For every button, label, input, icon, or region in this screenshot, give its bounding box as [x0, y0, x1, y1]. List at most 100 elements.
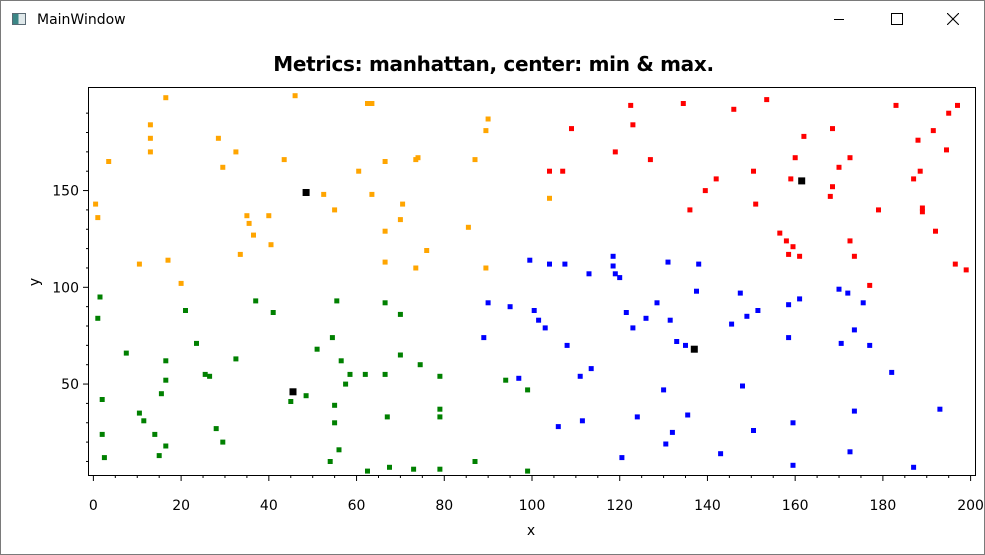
data-point [797, 253, 803, 259]
data-point [531, 308, 537, 313]
data-point [937, 406, 943, 412]
data-point [99, 431, 105, 437]
data-point [542, 325, 548, 331]
close-button[interactable] [930, 1, 976, 37]
data-point [630, 325, 636, 331]
maximize-icon [891, 13, 903, 25]
data-point [136, 261, 142, 267]
data-point [933, 228, 938, 234]
data-point [867, 342, 873, 348]
data-point [786, 251, 792, 257]
data-point [314, 346, 320, 352]
app-icon [12, 13, 26, 25]
data-point [547, 168, 552, 174]
x-tick-label: 60 [348, 498, 366, 514]
data-point [400, 201, 406, 207]
data-point [327, 459, 333, 464]
data-point [253, 298, 259, 304]
data-point [663, 441, 669, 447]
data-point [713, 176, 719, 182]
data-point [944, 147, 949, 153]
data-point [851, 253, 857, 259]
data-point [790, 462, 796, 468]
data-point [683, 342, 688, 348]
center-point [302, 189, 310, 196]
data-point [525, 387, 531, 393]
data-point [99, 397, 105, 402]
data-point [623, 310, 629, 315]
x-tick-label: 0 [89, 498, 98, 514]
data-point [790, 244, 796, 250]
x-tick-label: 180 [870, 498, 897, 514]
data-point [740, 383, 745, 389]
data-point [365, 468, 370, 474]
data-point [233, 356, 239, 362]
data-point [617, 275, 623, 281]
data-point [163, 358, 169, 364]
data-point [860, 300, 866, 306]
data-point [801, 133, 807, 139]
data-point [838, 340, 844, 346]
data-point [437, 466, 443, 472]
window-title: MainWindow [37, 12, 126, 28]
minimize-button[interactable] [816, 1, 862, 37]
y-tick-label: 50 [61, 377, 79, 393]
data-point [764, 97, 770, 103]
y-axis-label: y [27, 278, 43, 286]
x-tick-label: 120 [606, 498, 633, 514]
data-point [233, 149, 239, 155]
data-point [437, 373, 443, 379]
data-point [329, 335, 335, 341]
maximize-button[interactable] [874, 1, 920, 37]
data-point [516, 375, 522, 381]
data-point [332, 207, 338, 213]
data-point [397, 311, 403, 317]
data-point [220, 164, 226, 170]
data-point [483, 265, 489, 271]
data-point [619, 455, 625, 461]
data-point [751, 168, 756, 174]
data-point [851, 327, 857, 333]
data-point [382, 300, 388, 306]
data-point [215, 135, 221, 141]
data-point [123, 350, 129, 356]
data-point [536, 317, 542, 323]
data-point [737, 290, 743, 296]
x-tick-label: 160 [782, 498, 809, 514]
data-point [930, 128, 936, 134]
data-point [911, 464, 917, 470]
data-point [696, 261, 702, 267]
data-point [628, 102, 634, 108]
data-point [244, 213, 250, 219]
data-point [963, 267, 969, 273]
data-point [955, 102, 960, 108]
data-point [485, 300, 491, 306]
x-axis: 0 20 40 60 80 100 120 140 160 180 200 [89, 475, 984, 514]
data-point [547, 195, 552, 201]
data-point [347, 371, 353, 377]
data-point [847, 449, 853, 455]
data-point [744, 313, 750, 319]
data-point [213, 426, 219, 432]
title-bar[interactable]: MainWindow [1, 1, 984, 37]
data-point [680, 101, 686, 106]
data-point [95, 215, 101, 221]
data-point [382, 228, 388, 234]
data-point [867, 282, 873, 288]
data-point [483, 128, 489, 134]
plot-area [88, 87, 976, 476]
data-point [106, 159, 112, 164]
x-axis-label: x [527, 523, 535, 539]
data-point [702, 188, 708, 194]
data-point [669, 429, 675, 435]
center-point [798, 177, 806, 185]
data-point [643, 315, 649, 321]
x-tick-label: 100 [519, 498, 546, 514]
data-point [382, 259, 388, 265]
data-point [786, 302, 792, 308]
data-point [207, 373, 213, 379]
data-point [288, 399, 294, 404]
data-point [417, 362, 423, 368]
data-point [147, 149, 153, 155]
